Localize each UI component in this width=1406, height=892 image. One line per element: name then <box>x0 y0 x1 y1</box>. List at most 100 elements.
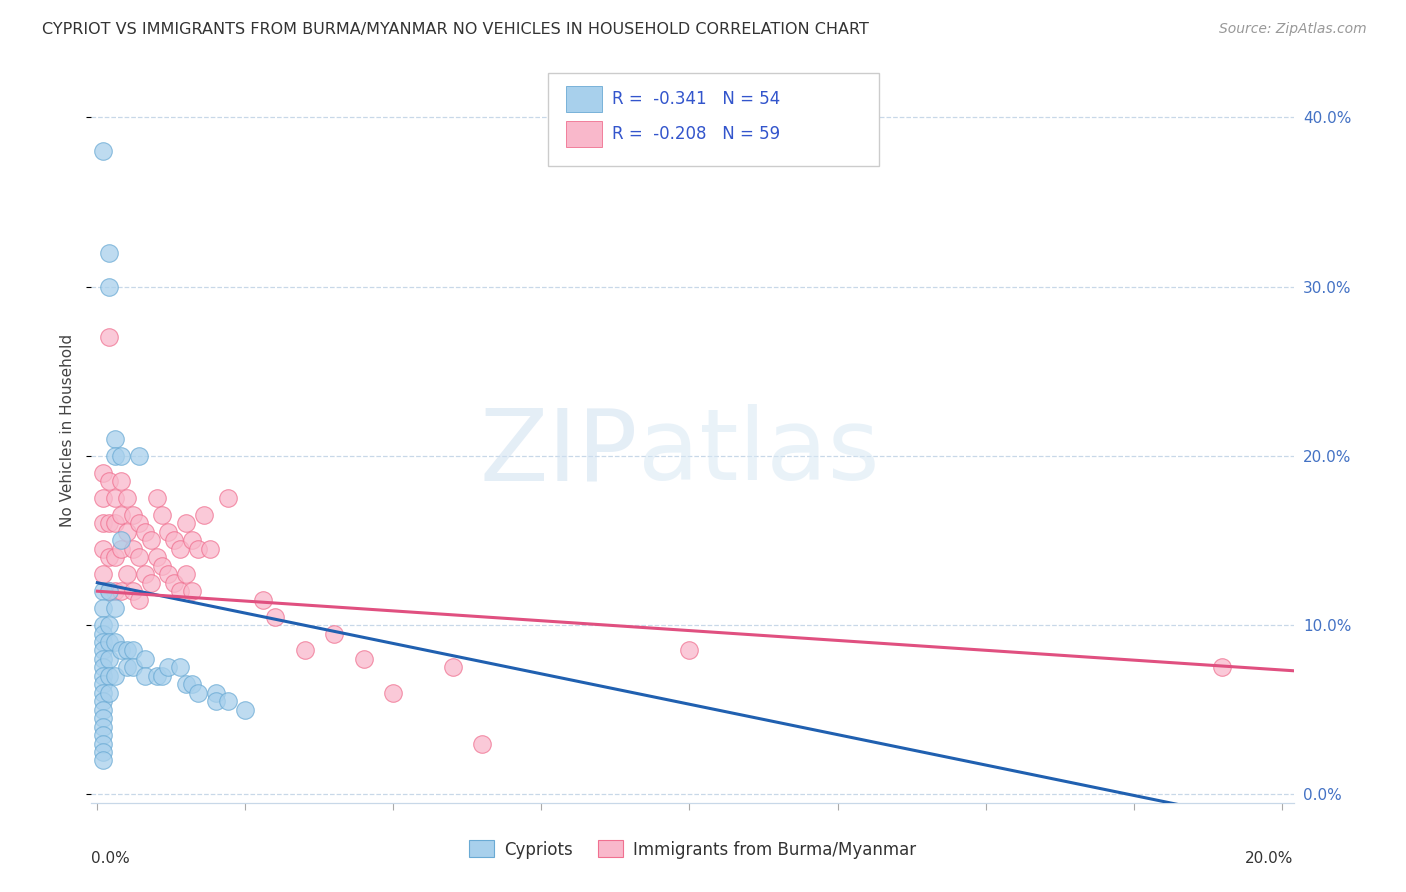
Point <box>104 550 127 565</box>
Point <box>91 144 114 158</box>
Point <box>128 592 150 607</box>
Point <box>134 669 156 683</box>
Point <box>294 643 316 657</box>
Point <box>217 491 239 505</box>
Point <box>169 541 191 556</box>
Point <box>91 660 114 674</box>
Point <box>91 516 114 531</box>
Point <box>187 686 209 700</box>
Point <box>169 660 191 674</box>
Point <box>353 652 375 666</box>
Point <box>104 669 127 683</box>
Text: atlas: atlas <box>638 404 880 501</box>
Point <box>104 516 127 531</box>
Point <box>91 635 114 649</box>
Point <box>163 575 186 590</box>
Point <box>98 279 121 293</box>
Point <box>91 728 114 742</box>
Point <box>115 567 138 582</box>
Point <box>91 541 114 556</box>
Point <box>181 677 204 691</box>
Point <box>110 533 132 548</box>
Point <box>115 660 138 674</box>
Point <box>104 584 127 599</box>
Point <box>128 516 150 531</box>
Point <box>98 330 121 344</box>
Point <box>98 669 121 683</box>
Point <box>121 584 143 599</box>
Point <box>98 584 121 599</box>
Point <box>1211 660 1233 674</box>
Point <box>98 245 121 260</box>
Point <box>235 703 257 717</box>
Point <box>193 508 215 522</box>
Point <box>91 626 114 640</box>
Text: 20.0%: 20.0% <box>1246 851 1294 866</box>
Point <box>134 652 156 666</box>
Point <box>198 541 221 556</box>
Point <box>163 533 186 548</box>
Point <box>104 601 127 615</box>
Point <box>91 567 114 582</box>
Point <box>471 737 494 751</box>
Point <box>152 558 174 573</box>
Point <box>264 609 287 624</box>
Text: 0.0%: 0.0% <box>91 851 131 866</box>
Point <box>115 643 138 657</box>
FancyBboxPatch shape <box>548 73 879 166</box>
Point <box>187 541 209 556</box>
Point <box>110 508 132 522</box>
Point <box>145 491 167 505</box>
Point <box>91 584 114 599</box>
Point <box>110 474 132 488</box>
Point <box>323 626 346 640</box>
Point <box>104 432 127 446</box>
Point <box>110 643 132 657</box>
Point <box>110 541 132 556</box>
Point <box>91 669 114 683</box>
Point <box>91 754 114 768</box>
Point <box>678 643 700 657</box>
Point <box>104 635 127 649</box>
Point <box>98 516 121 531</box>
Point <box>110 584 132 599</box>
Point <box>139 533 162 548</box>
Text: CYPRIOT VS IMMIGRANTS FROM BURMA/MYANMAR NO VEHICLES IN HOUSEHOLD CORRELATION CH: CYPRIOT VS IMMIGRANTS FROM BURMA/MYANMAR… <box>42 22 869 37</box>
Text: Source: ZipAtlas.com: Source: ZipAtlas.com <box>1219 22 1367 37</box>
Point <box>91 720 114 734</box>
Point <box>121 508 143 522</box>
Point <box>157 567 180 582</box>
Text: ZIP: ZIP <box>479 404 638 501</box>
FancyBboxPatch shape <box>567 86 602 112</box>
Point <box>91 686 114 700</box>
Point <box>104 449 127 463</box>
Y-axis label: No Vehicles in Household: No Vehicles in Household <box>60 334 76 527</box>
Point <box>91 745 114 759</box>
Point <box>134 524 156 539</box>
Point <box>91 677 114 691</box>
Point <box>145 550 167 565</box>
Point <box>98 474 121 488</box>
Point <box>441 660 464 674</box>
Text: R =  -0.341   N = 54: R = -0.341 N = 54 <box>612 90 780 108</box>
Point <box>98 584 121 599</box>
Point <box>139 575 162 590</box>
Point <box>91 694 114 708</box>
Point <box>98 635 121 649</box>
Point <box>115 491 138 505</box>
Point <box>157 524 180 539</box>
Point <box>152 508 174 522</box>
Point <box>91 652 114 666</box>
Text: R =  -0.208   N = 59: R = -0.208 N = 59 <box>612 125 780 143</box>
Point <box>174 516 197 531</box>
Point <box>157 660 180 674</box>
Point <box>91 703 114 717</box>
Point <box>98 686 121 700</box>
Point <box>98 618 121 632</box>
Point <box>115 524 138 539</box>
Point <box>181 533 204 548</box>
Point <box>91 618 114 632</box>
Point <box>91 601 114 615</box>
Point <box>110 449 132 463</box>
Point <box>91 491 114 505</box>
